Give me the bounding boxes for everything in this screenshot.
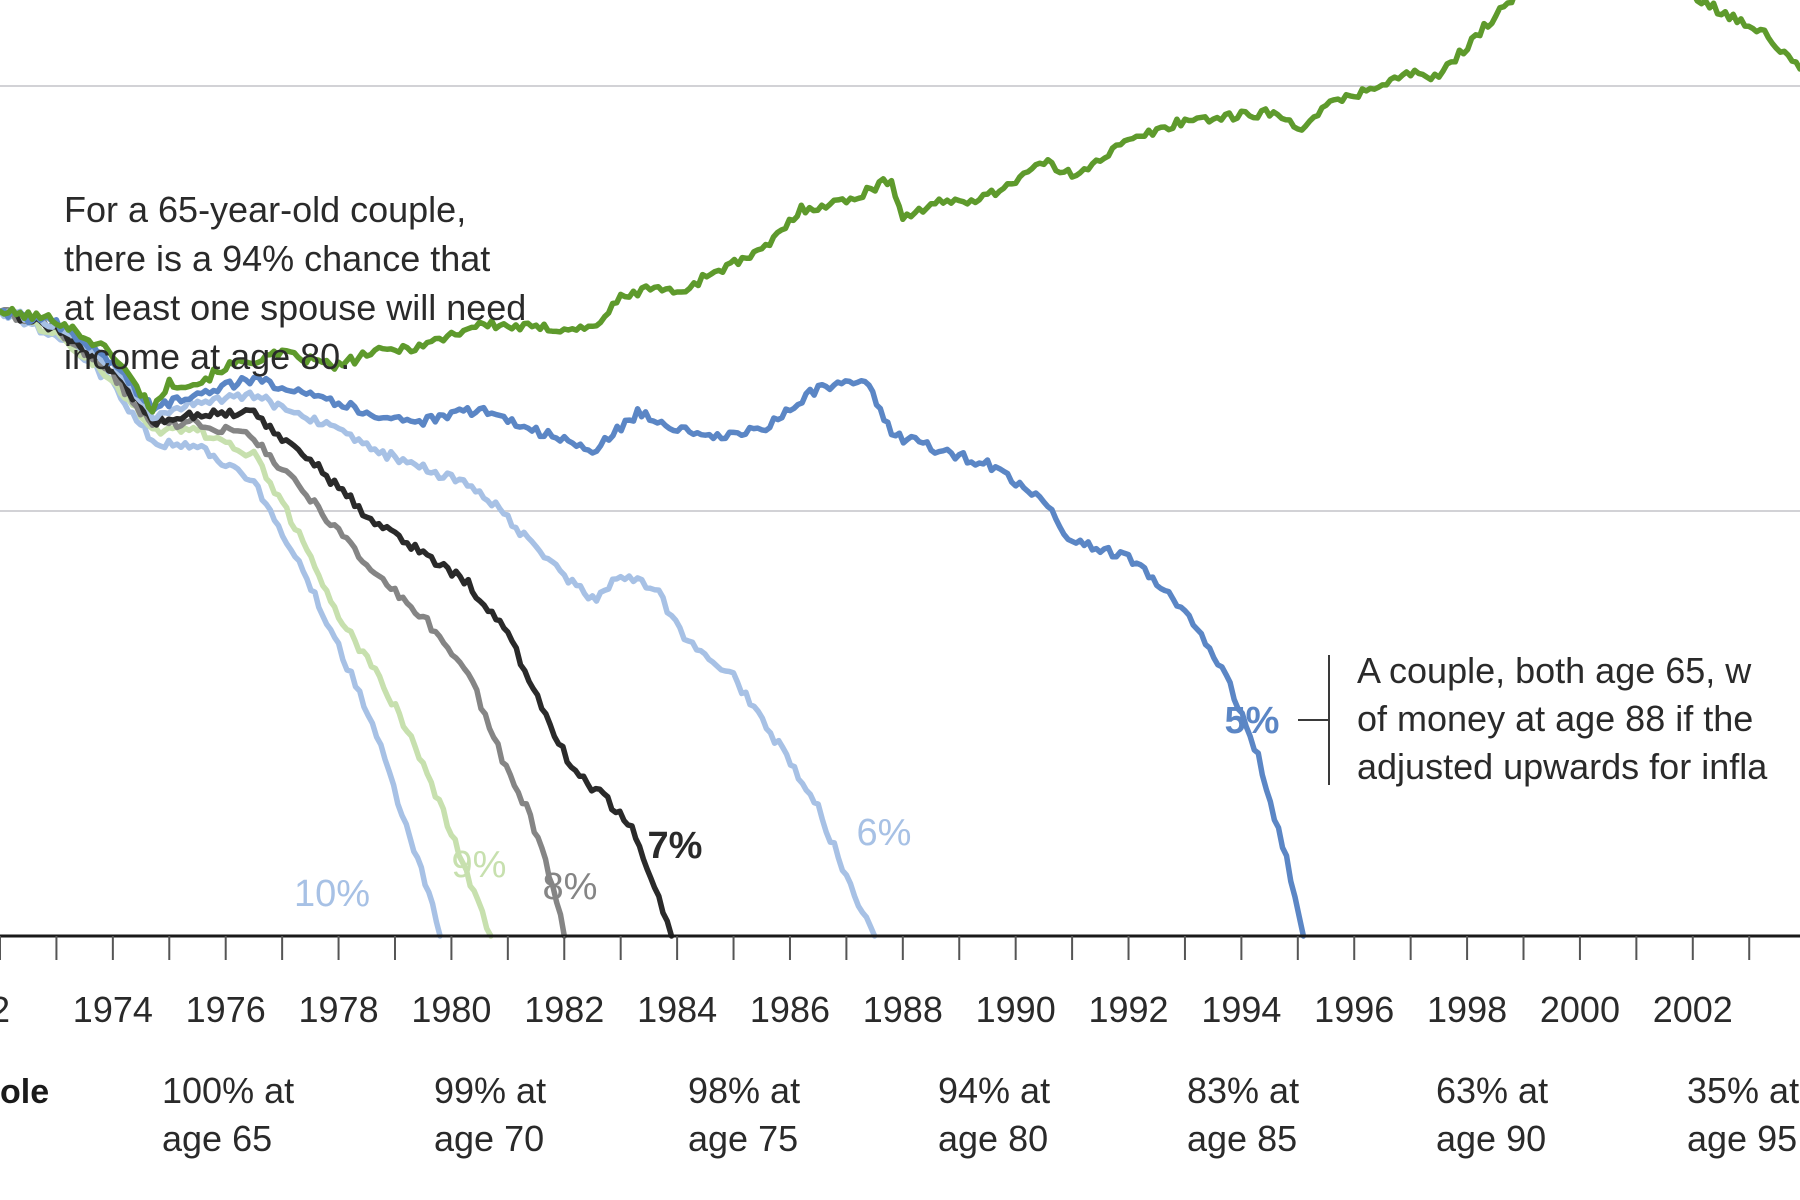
right-annotation-line: of money at age 88 if the (1357, 698, 1753, 739)
x-tick-label: 1984 (637, 989, 717, 1030)
probability-row-label: ole (0, 1073, 49, 1111)
x-tick-label: 1994 (1201, 989, 1281, 1030)
survival-probability-row: ole 100% at age 65 99% at age 70 98% at … (0, 1070, 1799, 1159)
x-tick-label: 1978 (299, 989, 379, 1030)
probability-line1: 35% at (1687, 1070, 1799, 1111)
series-label-8pct: 8% (543, 866, 598, 908)
x-tick-label: 1982 (524, 989, 604, 1030)
probability-line2: age 95 (1687, 1118, 1797, 1159)
series-lines (0, 0, 1800, 939)
gridlines (0, 85, 1800, 512)
series-line-7pct (0, 308, 675, 939)
series-label-5pct: 5% (1225, 700, 1280, 742)
x-tick-label: 1976 (186, 989, 266, 1030)
series-line-green (0, 0, 1800, 415)
x-tick-label: 1986 (750, 989, 830, 1030)
x-tick-label: 2 (0, 989, 10, 1030)
left-annotation-line: at least one spouse will need (64, 287, 526, 328)
probability-line1: 98% at (688, 1070, 800, 1111)
series-line-9pct (0, 308, 494, 939)
left-annotation-line: For a 65-year-old couple, (64, 189, 466, 230)
x-tick-label: 1992 (1088, 989, 1168, 1030)
left-annotation: For a 65-year-old couple, there is a 94%… (64, 189, 526, 377)
x-tick-label: 1980 (411, 989, 491, 1030)
probability-line2: age 75 (688, 1118, 798, 1159)
probability-line1: 100% at (162, 1070, 294, 1111)
right-annotation-line: adjusted upwards for infla (1357, 746, 1768, 787)
left-annotation-line: there is a 94% chance that (64, 238, 490, 279)
probability-line2: age 65 (162, 1118, 272, 1159)
probability-line2: age 70 (434, 1118, 544, 1159)
series-line-10pct (0, 308, 443, 939)
probability-line1: 63% at (1436, 1070, 1548, 1111)
x-tick-label: 1996 (1314, 989, 1394, 1030)
x-tick-label: 1998 (1427, 989, 1507, 1030)
probability-line2: age 90 (1436, 1118, 1546, 1159)
right-annotation: A couple, both age 65, w of money at age… (1298, 650, 1768, 787)
x-tick-label: 2000 (1540, 989, 1620, 1030)
series-line-8pct (0, 307, 568, 939)
series-labels: 5% 6% 7% 8% 9% 10% (294, 700, 1279, 915)
left-annotation-line: income at age 80. (64, 336, 350, 377)
right-annotation-line: A couple, both age 65, w (1357, 650, 1752, 691)
series-label-6pct: 6% (857, 812, 912, 854)
x-tick-label: 1988 (863, 989, 943, 1030)
x-tick-label: 1974 (73, 989, 153, 1030)
series-label-10pct: 10% (294, 873, 370, 915)
x-axis: 2 1974 1976 1978 1980 1982 1984 1986 1988 1990 199… (0, 934, 1800, 1030)
series-label-9pct: 9% (452, 844, 507, 886)
probability-line1: 94% at (938, 1070, 1050, 1111)
probability-line1: 99% at (434, 1070, 546, 1111)
probability-line2: age 80 (938, 1118, 1048, 1159)
probability-line2: age 85 (1187, 1118, 1297, 1159)
x-tick-label: 2002 (1653, 989, 1733, 1030)
x-tick-label: 1990 (976, 989, 1056, 1030)
series-label-7pct: 7% (648, 825, 703, 867)
series-line-5pct (0, 307, 1307, 939)
probability-line1: 83% at (1187, 1070, 1299, 1111)
